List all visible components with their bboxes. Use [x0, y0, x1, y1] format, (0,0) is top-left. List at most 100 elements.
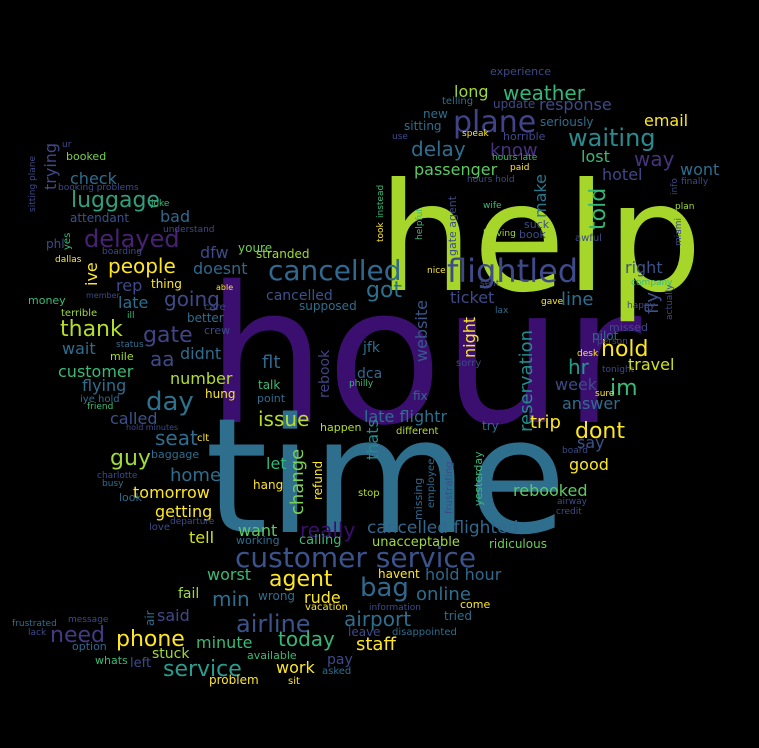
word: let [266, 454, 287, 473]
word: luggage [71, 188, 160, 213]
word: tomorrow [133, 483, 210, 502]
word: actually [665, 284, 675, 320]
word: hold [601, 337, 648, 362]
word: check [70, 169, 118, 188]
word: tell [189, 528, 214, 547]
word: leave [348, 625, 381, 639]
word: gave [541, 297, 564, 307]
word: aa [150, 347, 175, 371]
word: info [670, 178, 680, 195]
word: sitting plane [28, 156, 38, 212]
word: right [625, 258, 663, 277]
word: night [460, 317, 479, 358]
word: option [72, 640, 107, 653]
word: bad [160, 207, 190, 226]
word: dca [357, 366, 382, 382]
word: hang [253, 478, 283, 492]
word: long [454, 82, 489, 101]
word: dont [575, 419, 625, 444]
word: told [586, 188, 611, 230]
word: charlotte [97, 471, 138, 481]
word: customer [58, 362, 134, 381]
word: board [562, 446, 588, 456]
word: mile [110, 350, 134, 363]
word: passenger [414, 160, 498, 179]
word: day [146, 387, 194, 417]
word: week [555, 375, 598, 394]
word: rebook [317, 349, 333, 398]
word: agent [269, 567, 333, 592]
word: status [116, 340, 144, 350]
word: air [143, 610, 157, 626]
word: called [110, 409, 158, 428]
word: airport [344, 607, 411, 631]
word: lost [581, 147, 610, 166]
word: working [236, 534, 280, 547]
word: member [86, 291, 121, 300]
word: work [276, 658, 315, 677]
word: sit [288, 676, 300, 687]
word: delayed [84, 225, 180, 253]
word: employee [426, 459, 437, 508]
word: frustrated [12, 619, 57, 629]
word: rude [304, 588, 341, 607]
word: point [257, 392, 286, 405]
word: baggage [151, 448, 199, 461]
word: stuck [152, 646, 190, 662]
word: try [482, 419, 499, 433]
word: crew [204, 324, 230, 337]
word: helpful [415, 209, 425, 240]
word: way [634, 147, 675, 171]
word: flt [262, 352, 280, 373]
word: flightled [447, 252, 578, 290]
word: response [539, 95, 612, 114]
word: sorry [456, 358, 481, 369]
word: flying [82, 376, 126, 395]
word: help [378, 152, 702, 326]
word: hung [205, 387, 235, 401]
word: bag [360, 573, 409, 603]
word: online [416, 584, 471, 605]
word: instead [376, 185, 386, 218]
word: hour [206, 246, 642, 467]
word: love [149, 522, 170, 533]
word: change [287, 449, 308, 515]
word: missing [412, 478, 425, 520]
word: cancelled [268, 254, 401, 287]
word: lax [495, 306, 509, 316]
word: fix [413, 389, 428, 403]
word: wife [483, 201, 502, 211]
word: make [531, 174, 550, 218]
word: booked [66, 150, 106, 163]
word: people [108, 254, 176, 278]
word: vacation [305, 602, 348, 613]
word: minute [196, 633, 252, 652]
word: hr [568, 355, 590, 379]
word: took [376, 221, 386, 242]
word: come [460, 598, 490, 611]
word: wont [680, 160, 719, 179]
word: airline [236, 610, 311, 638]
word: experience [490, 65, 551, 78]
word: staff [356, 634, 396, 655]
word: iye hold [80, 394, 120, 405]
word: unacceptable [372, 535, 460, 550]
word: booking problems [58, 183, 139, 193]
word: departure [170, 517, 215, 527]
word: suck [524, 218, 550, 231]
word: leaving [483, 229, 516, 239]
word: rebooked [513, 481, 588, 500]
word: ticket [450, 288, 494, 307]
word: yesterday [472, 451, 485, 506]
word: lack [28, 628, 47, 638]
word: friend [87, 402, 113, 412]
word: cancelled [266, 288, 333, 304]
word: number [170, 369, 233, 388]
word: talk [258, 378, 280, 392]
word: reservation [516, 330, 537, 432]
word: plane [453, 105, 536, 140]
word: phl [46, 237, 65, 251]
word: company [631, 278, 673, 288]
word: guy [110, 446, 151, 471]
word: nice [427, 266, 446, 276]
